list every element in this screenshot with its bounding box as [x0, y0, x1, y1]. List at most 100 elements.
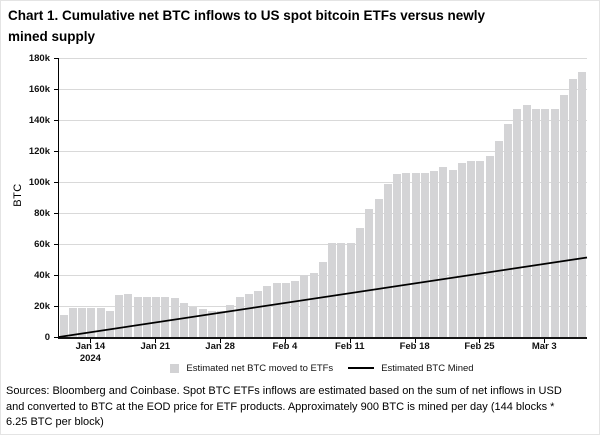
etf-inflow-bar-Jan-31 — [244, 293, 253, 337]
etf-inflow-bar-Feb-4 — [281, 283, 290, 337]
etf-inflow-bar-Jan-28 — [217, 310, 226, 337]
y-tick-mark — [54, 150, 58, 152]
etf-inflow-bar-Feb-22 — [448, 170, 457, 337]
gridline-160k — [59, 88, 587, 90]
chart-title-line-2: mined supply — [8, 29, 96, 44]
plot-area — [58, 57, 588, 339]
mined-supply-line — [58, 256, 588, 338]
etf-inflow-bar-Feb-19 — [420, 172, 429, 337]
etf-inflow-bar-Mar-4 — [550, 109, 559, 337]
etf-inflow-bar-Feb-16 — [393, 173, 402, 337]
etf-inflow-bar-Feb-12 — [356, 227, 364, 337]
etf-inflow-bar-Jan-14 — [87, 308, 96, 337]
y-tick-label-80k: 80k — [34, 207, 50, 219]
etf-inflow-bar-Feb-20 — [430, 171, 439, 337]
etf-inflow-bar-Feb-24 — [467, 161, 476, 337]
x-tick-mark — [90, 339, 92, 343]
etf-inflow-bar-Mar-2 — [532, 109, 540, 337]
etf-inflow-bar-Feb-25 — [476, 161, 485, 337]
etf-inflow-bar-Feb-8 — [318, 261, 327, 337]
y-tick-mark — [54, 336, 58, 338]
etf-inflow-bar-Jan-19 — [133, 297, 142, 337]
x-tick-label-Mar-3: Mar 3 — [531, 341, 557, 352]
etf-inflow-bar-Feb-5 — [291, 281, 300, 337]
y-tick-mark — [54, 305, 58, 307]
x-tick-mark — [349, 339, 351, 343]
y-tick-mark — [54, 88, 58, 90]
etf-inflow-bar-Feb-23 — [457, 163, 466, 337]
etf-inflow-bar-Jan-21 — [152, 297, 161, 337]
source-note: Sources: Bloomberg and Coinbase. Spot BT… — [6, 384, 598, 431]
mined-line-swatch-icon — [348, 367, 375, 369]
gridline-140k — [59, 119, 587, 121]
etf-inflow-bar-Jan-24 — [180, 302, 188, 337]
etf-inflow-bar-Feb-13 — [365, 208, 374, 337]
x-tick-mark — [220, 339, 222, 343]
etf-inflow-bar-Mar-5 — [559, 95, 568, 337]
y-tick-label-20k: 20k — [34, 300, 50, 312]
gridline-180k — [59, 57, 587, 59]
y-tick-label-140k: 140k — [28, 114, 50, 126]
etf-inflow-bar-Mar-7 — [578, 71, 587, 337]
gridline-100k — [59, 181, 587, 183]
x-tick-label-Jan-28: Jan 28 — [205, 341, 235, 352]
etf-inflow-bar-Jan-23 — [170, 298, 179, 337]
y-tick-mark — [54, 243, 58, 245]
etf-inflow-bar-Jan-17 — [115, 295, 124, 337]
x-tick-label-Feb-25: Feb 25 — [464, 341, 495, 352]
y-tick-mark — [54, 181, 58, 183]
chart-title: Chart 1. Cumulative net BTC inflows to U… — [8, 5, 598, 47]
gridline-60k — [59, 243, 587, 245]
etf-inflow-bar-Jan-11 — [59, 315, 68, 337]
etf-inflow-bar-Jan-20 — [142, 297, 151, 337]
etf-inflow-bar-Feb-15 — [383, 183, 392, 337]
source-note-line-1: Sources: Bloomberg and Coinbase. Spot BT… — [6, 385, 562, 397]
legend: Estimated net BTC moved to ETFs Estimate… — [58, 361, 586, 375]
etf-inflow-bar-Mar-6 — [569, 79, 578, 337]
etf-inflow-bar-Feb-28 — [504, 124, 513, 337]
gridline-120k — [59, 150, 587, 152]
x-tick-label-Feb-4: Feb 4 — [272, 341, 298, 352]
etf-bar-swatch-icon — [170, 363, 180, 373]
etf-inflow-bar-Feb-27 — [494, 140, 503, 337]
y-tick-label-60k: 60k — [34, 238, 50, 250]
etf-inflow-bar-Feb-7 — [309, 273, 318, 337]
x-tick-label-Jan-14: Jan 14 — [75, 341, 106, 352]
y-tick-mark — [54, 212, 58, 214]
etf-inflow-bar-Feb-3 — [272, 283, 281, 337]
x-tick-label-Feb-11: Feb 11 — [334, 341, 365, 352]
y-tick-mark — [54, 274, 58, 276]
x-tick-mark — [544, 339, 546, 343]
x-tick-mark — [284, 339, 286, 343]
etf-inflow-bar-Jan-26 — [198, 309, 207, 337]
y-tick-label-100k: 100k — [28, 176, 50, 188]
etf-inflow-bar-Feb-26 — [485, 155, 494, 337]
source-note-line-2: and converted to BTC at the EOD price fo… — [6, 400, 555, 413]
etf-inflow-bar-Jan-29 — [226, 305, 235, 337]
etf-inflow-bar-Feb-14 — [374, 198, 383, 337]
x-tick-label-Jan-21: Jan 21 — [140, 341, 171, 352]
legend-label-mined: Estimated BTC Mined — [381, 362, 474, 374]
chart-title-line-1: Chart 1. Cumulative net BTC inflows to U… — [8, 8, 486, 23]
etf-inflow-bar-Jan-16 — [105, 311, 114, 337]
y-tick-label-120k: 120k — [28, 145, 50, 157]
etf-inflow-bar-Jan-15 — [96, 307, 105, 337]
etf-inflow-bar-Feb-6 — [300, 274, 309, 337]
etf-inflow-bar-Jan-30 — [235, 297, 244, 337]
legend-label-etf: Estimated net BTC moved to ETFs — [186, 362, 334, 374]
etf-inflow-bar-Mar-1 — [522, 105, 531, 337]
etf-inflow-bar-Jan-27 — [207, 310, 216, 337]
x-tick-mark — [479, 339, 481, 343]
y-tick-mark — [54, 57, 58, 59]
etf-inflow-bar-Jan-18 — [124, 294, 133, 337]
etf-inflow-bar-Feb-29 — [513, 108, 522, 337]
etf-inflow-bar-Jan-25 — [189, 307, 198, 337]
x-axis-year-label: 2024 — [79, 353, 101, 364]
y-tick-label-40k: 40k — [34, 269, 50, 281]
etf-inflow-bar-Mar-3 — [541, 109, 550, 337]
y-tick-label-160k: 160k — [28, 83, 50, 95]
etf-inflow-bar-Feb-11 — [346, 243, 355, 337]
x-tick-mark — [155, 339, 157, 343]
etf-inflow-bar-Jan-22 — [161, 296, 170, 337]
